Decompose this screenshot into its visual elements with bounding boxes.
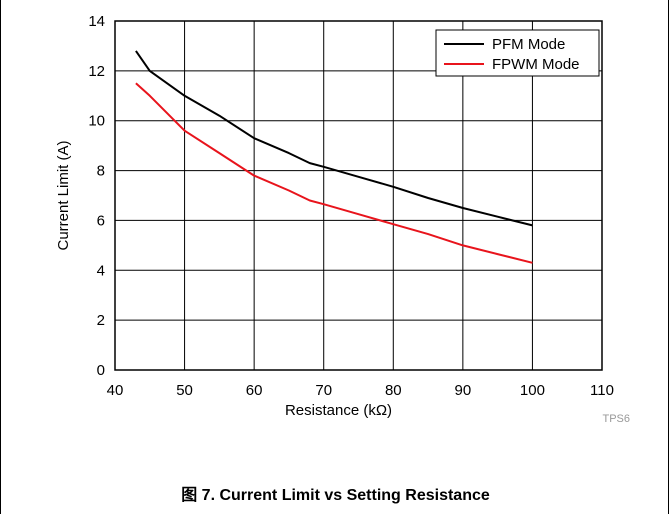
y-tick-label: 8 [97, 163, 105, 180]
y-tick-label: 6 [97, 212, 105, 229]
y-tick-label: 2 [97, 312, 105, 329]
x-tick-label: 80 [385, 382, 402, 399]
figure-code: TPS6 [602, 413, 630, 425]
y-tick-label: 4 [97, 262, 105, 279]
y-tick-label: 10 [88, 113, 105, 130]
legend-box [435, 29, 600, 77]
x-tick-label: 100 [520, 382, 545, 399]
y-tick-labels: 0 2 4 6 8 10 12 14 [88, 13, 105, 379]
y-tick-label: 12 [88, 63, 105, 80]
plot-border [114, 20, 603, 371]
y-tick-label: 14 [88, 13, 105, 30]
x-axis-label: Resistance (kΩ) [285, 402, 392, 419]
x-tick-label: 90 [455, 382, 472, 399]
x-tick-label: 50 [176, 382, 193, 399]
x-tick-label: 60 [246, 382, 263, 399]
series-line-2 [135, 82, 533, 264]
y-axis-label: Current Limit (A) [55, 140, 72, 250]
legend: PFM Mode FPWM Mode [435, 29, 600, 77]
series-lines [135, 50, 533, 264]
x-tick-label: 110 [590, 382, 614, 399]
series-line-1 [135, 50, 533, 227]
x-tick-label: 70 [315, 382, 332, 399]
x-tick-labels: 40 50 60 70 80 90 100 110 [107, 382, 614, 399]
figure-caption: 图 7. Current Limit vs Setting Resistance [181, 487, 490, 504]
y-tick-label: 0 [97, 362, 105, 379]
chart-svg: 40 50 60 70 80 90 100 110 0 2 4 6 8 10 12 14 Resistanc… [55, 13, 630, 425]
x-tick-label: 40 [107, 382, 124, 399]
legend-label: PFM Mode [492, 36, 565, 53]
legend-label: FPWM Mode [492, 56, 580, 73]
